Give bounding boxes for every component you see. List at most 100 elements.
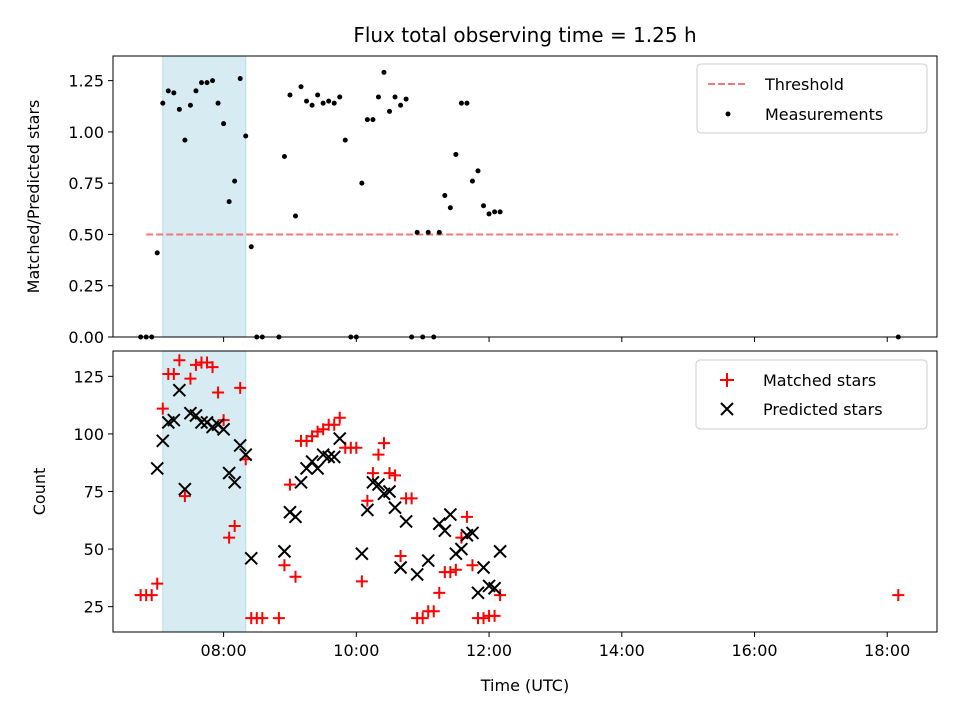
matched-stars-point [228, 520, 241, 533]
measurements-point [475, 168, 481, 174]
predicted-stars-point [327, 450, 341, 464]
measurements-point [292, 213, 298, 219]
predicted-stars-point [493, 544, 507, 559]
bottom-y-tick-label: 25 [84, 598, 104, 617]
predicted-stars-point [399, 514, 413, 529]
matched-stars-point [405, 492, 418, 505]
top-y-tick-label: 0.25 [68, 277, 104, 296]
matched-stars-point [427, 605, 440, 618]
predicted-stars-point [487, 581, 502, 595]
matched-stars-point [256, 612, 269, 625]
matched-stars-point [206, 361, 219, 374]
top-plot-area [138, 69, 901, 340]
measurements-point [210, 78, 216, 84]
matched-stars-point [449, 563, 462, 576]
legend-measurements-label: Measurements [765, 105, 883, 124]
measurements-point [198, 80, 204, 86]
measurements-point [171, 90, 177, 96]
bottom-y-axis-label: Count [30, 468, 49, 516]
top-y-tick-label: 1.25 [68, 72, 104, 91]
matched-stars-point [223, 531, 236, 544]
top-legend-frame [696, 63, 928, 134]
measurements-point [182, 137, 188, 143]
predicted-stars-point [471, 586, 485, 600]
matched-stars-point [212, 386, 225, 399]
measurements-point [447, 205, 453, 211]
measurements-point [237, 76, 243, 82]
measurements-point [375, 94, 381, 100]
bottom-y-tick-label: 50 [84, 540, 104, 559]
predicted-stars-point [216, 422, 231, 437]
predicted-stars-point [382, 484, 397, 499]
predicted-stars-point [321, 450, 336, 464]
measurements-point [398, 102, 404, 108]
measurements-point [359, 180, 365, 186]
matched-stars-point [178, 490, 191, 503]
measurements-point [464, 100, 470, 106]
matched-stars-point [156, 402, 169, 415]
top-y-tick-label: 0.00 [68, 328, 104, 347]
matched-stars-point [477, 612, 490, 625]
matched-stars-point [234, 381, 247, 394]
measurements-point [481, 203, 487, 209]
predicted-stars-point [288, 510, 303, 524]
legend-measurements-swatch [725, 111, 731, 117]
measurements-point [298, 84, 304, 90]
matched-stars-point [173, 354, 186, 367]
predicted-stars-point [244, 551, 258, 566]
measurements-point [497, 209, 503, 215]
measurements-point [187, 102, 193, 108]
matched-stars-point [311, 425, 324, 438]
matched-stars-point [278, 559, 291, 572]
matched-stars-point [145, 589, 158, 602]
predicted-stars-point [438, 523, 452, 538]
predicted-stars-point [194, 415, 209, 430]
matched-stars-point [460, 510, 473, 523]
predicted-stars-point [294, 475, 308, 489]
matched-stars-point [433, 586, 446, 599]
measurements-point [193, 88, 199, 94]
matched-stars-point [167, 368, 180, 381]
top-y-axis-label: Matched/Predicted stars [24, 100, 43, 294]
measurements-point [425, 229, 431, 235]
measurements-point [165, 88, 171, 94]
matched-stars-point [394, 549, 407, 562]
matched-stars-point [283, 478, 296, 491]
predicted-stars-point [222, 466, 236, 480]
bottom-shaded-interval [162, 350, 247, 633]
bottom-x-tick-label: 12:00 [466, 641, 512, 660]
measurements-point [320, 100, 326, 106]
predicted-stars-point [172, 383, 187, 397]
bottom-x-tick-label: 10:00 [333, 641, 379, 660]
matched-stars-point [328, 418, 341, 431]
measurements-point [281, 154, 287, 160]
measurements-point [387, 108, 393, 114]
predicted-stars-point [333, 431, 347, 446]
predicted-stars-point [227, 475, 242, 489]
measurements-point [226, 199, 232, 205]
predicted-stars-point [156, 434, 170, 448]
measurements-point [326, 98, 332, 104]
predicted-stars-point [239, 447, 253, 462]
predicted-stars-point [150, 461, 164, 476]
predicted-stars-point [388, 500, 402, 515]
measurements-point [221, 121, 227, 127]
predicted-stars-point [454, 542, 469, 556]
bottom-legend: Matched stars Predicted stars [695, 359, 928, 430]
measurements-point [381, 69, 387, 75]
top-y-tick-label: 0.75 [68, 174, 104, 193]
predicted-stars-point [360, 503, 375, 517]
matched-stars-point [184, 372, 197, 385]
predicted-stars-point [421, 553, 435, 568]
bottom-x-tick-label: 16:00 [731, 641, 777, 660]
legend-predicted-swatch [720, 402, 734, 416]
legend-threshold-label: Threshold [764, 75, 844, 94]
measurements-point [337, 94, 343, 100]
bottom-plot-area [134, 354, 905, 625]
measurements-point [232, 178, 238, 184]
measurements-point [364, 117, 370, 123]
predicted-stars-point [277, 544, 292, 559]
matched-stars-point [189, 358, 202, 371]
predicted-stars-point [443, 507, 458, 522]
